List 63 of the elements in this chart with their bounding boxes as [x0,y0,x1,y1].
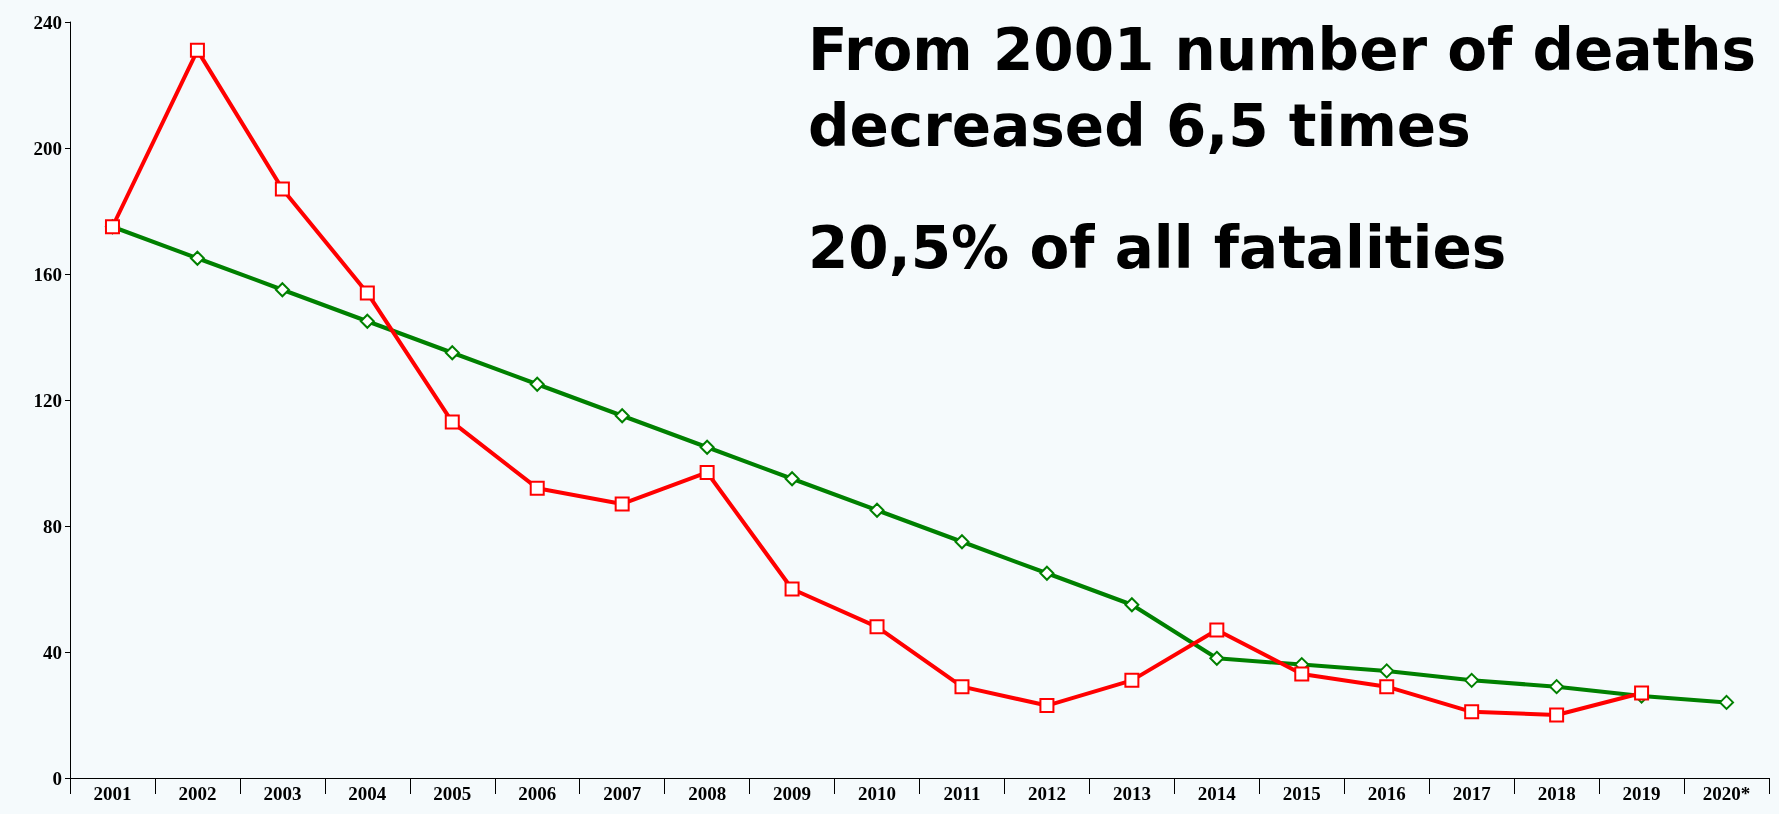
point [359,313,375,329]
point [1039,565,1055,581]
x-tick-label: 2012 [1027,783,1066,804]
point [1379,663,1395,679]
x-tick-label: 2009 [773,783,812,804]
y-tick-label: 240 [33,11,62,33]
point [614,496,630,512]
x-tick-label: 2005 [433,783,472,804]
point [1549,679,1565,695]
point [1209,650,1225,666]
x-tick-label: 2007 [603,783,642,804]
point [1124,597,1140,613]
point [189,250,205,266]
point [954,679,970,695]
x-tick-label: 2018 [1537,783,1576,804]
point [444,345,460,361]
x-tick-label: 2003 [263,783,302,804]
y-tick-label: 200 [33,137,62,159]
point [1464,672,1480,688]
point [359,285,375,301]
point [1294,666,1310,682]
x-tick-label: 2006 [518,783,557,804]
point [1039,698,1055,714]
y-tick-label: 160 [33,263,62,285]
x-tick-label: 2019 [1622,783,1661,804]
point [869,502,885,518]
point [1124,672,1140,688]
x-tick-label: 2015 [1282,783,1321,804]
point [1379,679,1395,695]
y-tick-label: 120 [33,389,62,411]
point [954,534,970,550]
point [444,414,460,430]
x-tick-label: 2014 [1197,783,1237,804]
y-tick-label: 0 [52,767,62,789]
x-tick-label: 2011 [943,783,981,804]
y-tick-label: 40 [43,641,62,663]
point [699,464,715,480]
point [529,480,545,496]
point [1719,694,1735,710]
x-tick-label: 2002 [178,783,217,804]
x-tick-label: 2001 [93,783,132,804]
annotation: 20,5% of all fatalities [808,214,1507,282]
point [1209,622,1225,638]
x-tick-label: 2020* [1702,783,1751,804]
point [784,471,800,487]
point [274,282,290,298]
annotation: From 2001 number of deaths decreased 6,5 times [808,16,1757,160]
x-tick-label: 2017 [1452,783,1492,804]
x-tick-label: 2013 [1112,783,1151,804]
point [274,181,290,197]
point [784,581,800,597]
x-tick-label: 2008 [688,783,727,804]
point [699,439,715,455]
x-tick-label: 2016 [1367,783,1406,804]
x-tick-label: 2004 [348,783,387,804]
point [869,619,885,635]
point [529,376,545,392]
y-tick-label: 80 [43,515,62,537]
point [614,408,630,424]
point [189,42,205,58]
point [1464,704,1480,720]
point [1549,707,1565,723]
x-tick-label: 2010 [858,783,897,804]
